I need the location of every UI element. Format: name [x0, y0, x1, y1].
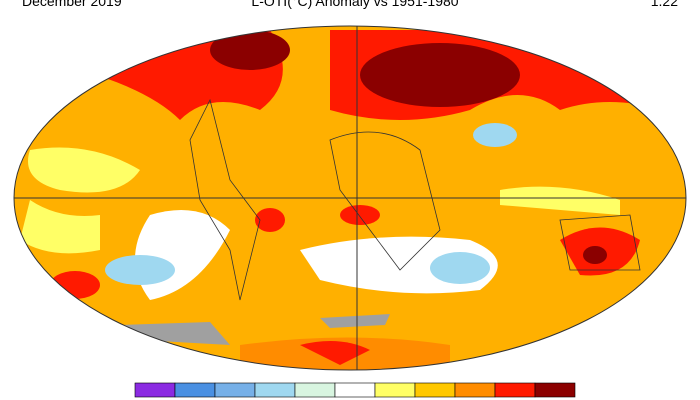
global-mean: 1.22	[651, 0, 678, 9]
map-title: L-OTI(°C) Anomaly vs 1951-1980	[251, 0, 458, 9]
month-label: December 2019	[22, 0, 122, 9]
map-outline	[13, 25, 687, 371]
anomaly-map	[14, 26, 686, 370]
color-bar	[134, 382, 576, 398]
